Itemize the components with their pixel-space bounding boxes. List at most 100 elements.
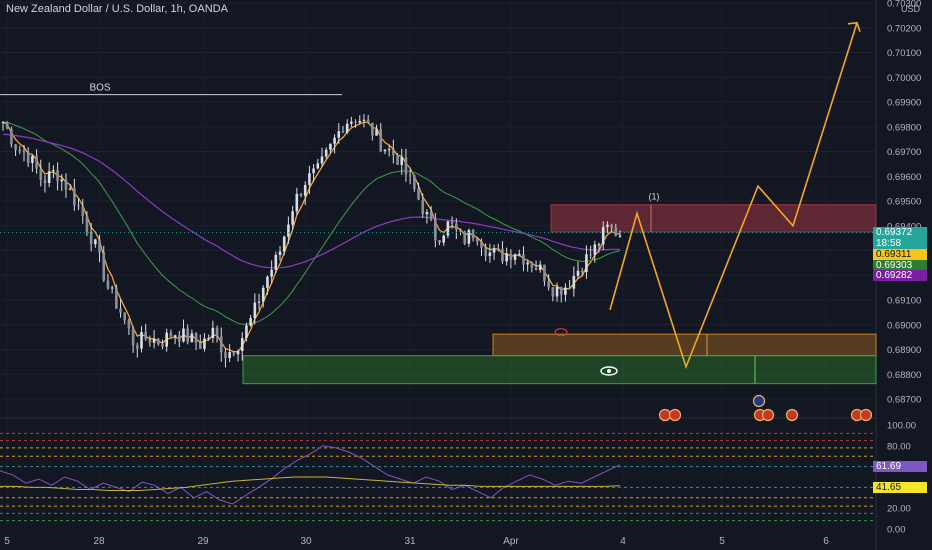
zone-demand-low [242,355,877,385]
candle-body [211,327,215,339]
rsi-panel [0,432,876,522]
time-axis[interactable]: 5 28 29 30 31 Apr 4 5 6 [4,536,829,547]
candle-body [173,335,177,337]
candle-body [94,239,97,245]
rsi-line [0,445,621,505]
candle-body [354,121,357,123]
candle-body [341,131,345,133]
zones [242,204,877,385]
candle-body [198,342,202,349]
candle-body [597,244,601,246]
candle-body [568,287,571,289]
candle-body [81,206,85,217]
candle-body [434,219,437,241]
projection-line [609,22,858,370]
candle-body [39,168,43,180]
candle-body [538,264,542,270]
candle-body [89,231,93,245]
y-tick-label: 0.69100 [887,296,921,307]
candle-body [601,226,605,245]
candle-body [551,287,555,297]
candle-body [291,211,294,225]
candle-body [236,351,240,355]
candle-body [329,143,332,150]
candle-body [425,212,429,215]
candle-body [215,327,219,337]
candle-body [249,318,252,326]
candle-body [463,231,467,244]
grid [0,0,877,550]
candle-body [219,336,223,353]
x-tick-label: 4 [620,536,626,547]
candle-body [471,230,475,239]
candle-body [379,129,383,152]
candle-body [371,122,374,136]
candle-body [559,286,563,295]
rsi-tag: 61.69 [873,461,927,472]
x-tick-label: 31 [404,536,416,547]
candle-body [47,171,51,183]
economic-event-icon [752,394,766,408]
candle-body [161,344,164,347]
projection-arrowhead [847,21,861,33]
candle-body [102,252,106,281]
candle-body [614,227,618,236]
candle-body [240,338,244,352]
x-tick-label: 6 [823,536,829,547]
candle-body [10,128,13,145]
candle-body [303,184,307,196]
candle-body [186,328,189,343]
candle-body [35,155,38,169]
rsi-signal-line [0,476,621,491]
candle-body [287,224,290,237]
price-tag: 0.69372 [873,227,927,238]
y-tick-label: 0.70100 [887,48,921,59]
candle-body [509,253,513,260]
moving-averages [2,121,621,353]
candle-body [232,352,236,355]
price-tag: 0.69282 [873,270,927,281]
candle-body [488,252,492,257]
x-tick-label: 5 [4,536,10,547]
candle-body [131,328,135,346]
candle-body [475,238,479,242]
y-tick-label: 0.69400 [887,221,921,232]
candle-body [177,335,181,342]
candle-body [257,301,261,303]
candle-body [480,241,483,248]
eye-icon-pupil [607,369,611,373]
rsi-tick-label: 100.00 [887,421,916,432]
y-tick-label: 0.70000 [887,73,921,84]
price-tag: 0.69303 [873,260,927,271]
candle-body [404,157,408,175]
candle-body [350,121,353,124]
candle-body [60,179,64,182]
sma-fast-line [2,121,621,353]
candle-body [467,230,471,244]
zone-supply [550,204,877,233]
candle-body [421,199,425,215]
candles [1,113,622,368]
candle-body [316,163,320,169]
candle-body [375,129,378,136]
candle-body [123,312,127,321]
candle-body [517,253,521,255]
candle-body [152,338,156,343]
rsi-tick-label: 80.00 [887,441,911,452]
x-tick-label: Apr [503,536,519,547]
candle-body [572,275,576,289]
candle-body [203,338,206,349]
y-tick-label: 0.69600 [887,172,921,183]
candle-body [362,119,366,121]
candle-body [564,287,567,295]
candle-body [593,244,597,255]
event-icons[interactable] [658,394,873,422]
candle-body [194,333,198,343]
economic-event-icon [785,408,799,422]
economic-event-icon [668,408,682,422]
rsi-tick-label: 0.00 [887,525,906,536]
candle-body [455,223,458,230]
y-tick-label: 0.68800 [887,370,921,381]
economic-event-icon [658,408,672,422]
